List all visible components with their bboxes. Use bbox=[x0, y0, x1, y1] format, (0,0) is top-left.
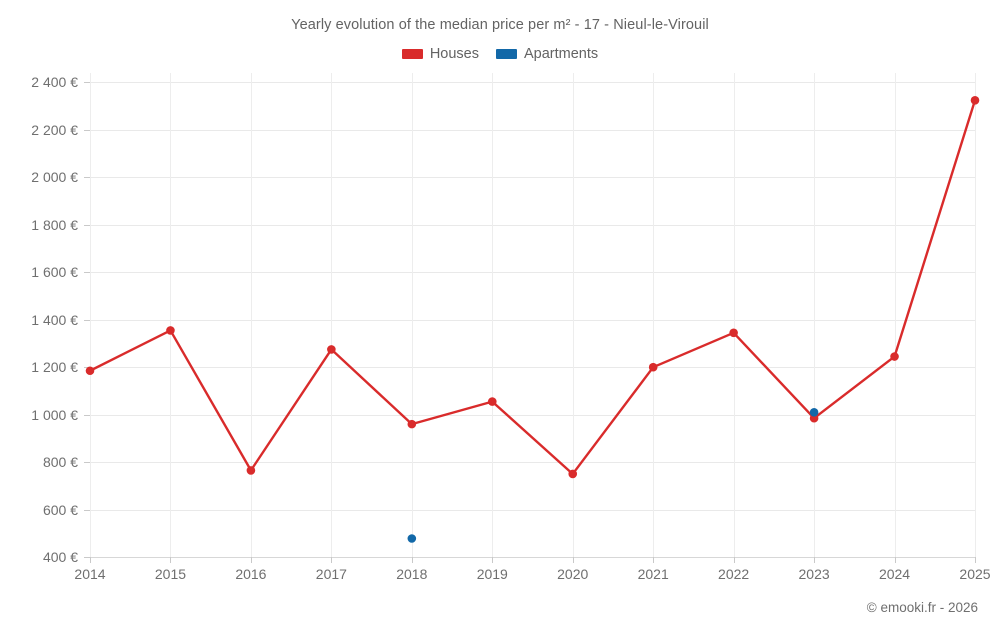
series-layer bbox=[85, 95, 980, 543]
data-point-houses[interactable] bbox=[246, 466, 256, 475]
plot-area bbox=[84, 73, 980, 563]
chart-title: Yearly evolution of the median price per… bbox=[291, 17, 709, 33]
data-point-houses[interactable] bbox=[648, 362, 658, 372]
chart-legend: Houses Apartments bbox=[0, 46, 1000, 62]
x-axis-tick bbox=[250, 557, 252, 563]
gridline-horizontal bbox=[90, 177, 975, 179]
y-axis-tick-label: 2 200 € bbox=[31, 121, 78, 138]
x-axis-tick bbox=[492, 557, 494, 563]
x-axis-tick-label: 2023 bbox=[798, 566, 830, 582]
data-point-houses[interactable] bbox=[487, 397, 497, 406]
y-axis-tick-label: 400 € bbox=[42, 549, 78, 565]
x-axis-tick bbox=[331, 557, 333, 563]
x-axis-tick bbox=[90, 557, 91, 563]
data-point-houses[interactable] bbox=[729, 328, 738, 338]
y-axis-tick-label: 2 000 € bbox=[31, 169, 78, 186]
x-axis-tick bbox=[894, 557, 896, 563]
data-point-houses[interactable] bbox=[85, 366, 95, 376]
y-axis-tick-label: 1 400 € bbox=[31, 311, 78, 328]
gridline-horizontal bbox=[90, 272, 975, 274]
legend-item-houses[interactable]: Houses bbox=[401, 46, 479, 62]
x-axis-tick-label: 2021 bbox=[637, 566, 669, 582]
gridline-horizontal bbox=[90, 319, 975, 321]
y-axis-labels: 400 € 600 € 800 € 1 000 € 1 200 € 1 400 € 1 60… bbox=[0, 73, 78, 565]
gridline-vertical bbox=[90, 73, 91, 557]
x-axis-labels: 2014 2015 2016 2017 2018 2019 2020 2021 2022 2023… bbox=[74, 566, 990, 590]
gridline-vertical bbox=[250, 73, 252, 557]
data-point-apartments[interactable] bbox=[809, 407, 819, 417]
x-axis-tick-label: 2015 bbox=[154, 566, 187, 582]
gridline-vertical bbox=[411, 73, 413, 557]
gridline-horizontal bbox=[90, 367, 975, 369]
legend-swatch-houses bbox=[401, 49, 423, 59]
y-axis-tick-label: 1 000 € bbox=[31, 406, 78, 423]
data-point-houses[interactable] bbox=[407, 419, 417, 429]
y-axis-tick-label: 1 600 € bbox=[31, 264, 78, 281]
y-axis-tick-label: 1 200 € bbox=[31, 359, 78, 376]
x-axis-tick-label: 2019 bbox=[476, 566, 508, 582]
x-axis-tick bbox=[572, 557, 574, 563]
legend-swatch-apartments bbox=[496, 49, 517, 59]
x-axis-tick-label: 2020 bbox=[557, 566, 589, 582]
y-axis-tick-label: 1 800 € bbox=[31, 216, 78, 233]
y-axis-tick bbox=[84, 557, 90, 558]
x-axis-tick bbox=[975, 557, 976, 563]
x-axis-tick-label: 2016 bbox=[235, 566, 267, 582]
gridline-horizontal bbox=[90, 509, 975, 511]
data-point-houses[interactable] bbox=[568, 469, 578, 479]
gridline-vertical bbox=[975, 73, 976, 557]
x-axis-tick-label: 2014 bbox=[74, 566, 106, 582]
gridline-vertical bbox=[814, 73, 816, 557]
legend-item-apartments[interactable]: Apartments bbox=[496, 46, 598, 62]
gridline-horizontal bbox=[90, 129, 975, 131]
x-axis-tick bbox=[411, 557, 413, 563]
y-axis-tick bbox=[84, 414, 90, 416]
gridline-vertical bbox=[572, 73, 574, 557]
x-axis-tick bbox=[733, 557, 735, 563]
data-point-houses[interactable] bbox=[809, 413, 819, 423]
y-axis-tick bbox=[84, 82, 90, 84]
legend-label-houses: Houses bbox=[429, 46, 479, 62]
gridline-horizontal bbox=[90, 462, 975, 464]
x-axis-tick-label: 2018 bbox=[396, 566, 428, 582]
y-axis-tick bbox=[84, 129, 90, 131]
x-axis-tick-label: 2024 bbox=[878, 566, 911, 582]
gridline-vertical bbox=[170, 73, 172, 557]
data-point-houses[interactable] bbox=[166, 326, 175, 335]
y-axis-tick-label: 2 400 € bbox=[31, 74, 78, 91]
y-axis-tick bbox=[84, 509, 90, 511]
y-axis-tick-label: 600 € bbox=[42, 501, 78, 518]
footer-credit: © emooki.fr - 2026 bbox=[866, 600, 978, 615]
gridline-horizontal bbox=[90, 224, 975, 226]
x-axis-tick-label: 2025 bbox=[959, 566, 991, 582]
y-axis-tick bbox=[84, 272, 90, 274]
gridline-vertical bbox=[331, 73, 333, 557]
series-line-houses bbox=[88, 99, 977, 476]
y-axis-tick bbox=[84, 319, 90, 321]
gridline-vertical bbox=[653, 73, 655, 557]
gridline-vertical bbox=[733, 73, 735, 557]
x-axis-tick-label: 2022 bbox=[718, 566, 750, 582]
x-axis-tick bbox=[814, 557, 816, 563]
data-point-houses[interactable] bbox=[890, 352, 899, 361]
x-axis-line bbox=[90, 557, 975, 558]
y-axis-tick bbox=[84, 177, 90, 179]
gridline-horizontal bbox=[90, 414, 975, 416]
x-axis-tick bbox=[653, 557, 655, 563]
data-point-houses[interactable] bbox=[327, 345, 336, 354]
y-axis-tick bbox=[84, 462, 90, 464]
y-axis-tick bbox=[84, 224, 90, 226]
gridline-vertical bbox=[894, 73, 896, 557]
data-point-apartments[interactable] bbox=[407, 534, 417, 543]
x-axis-tick bbox=[170, 557, 172, 563]
data-point-houses[interactable] bbox=[970, 95, 980, 105]
gridline-horizontal bbox=[90, 82, 975, 84]
y-axis-tick-label: 800 € bbox=[42, 454, 78, 471]
legend-label-apartments: Apartments bbox=[524, 46, 599, 62]
x-axis-tick-label: 2017 bbox=[315, 566, 347, 582]
gridline-vertical bbox=[492, 73, 494, 557]
